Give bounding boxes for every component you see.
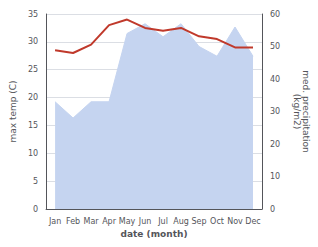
svg-text:25: 25 (28, 65, 38, 74)
svg-text:(kg/m2): (kg/m2) (292, 94, 302, 129)
svg-text:50: 50 (270, 42, 280, 51)
svg-text:0: 0 (33, 205, 38, 214)
svg-text:10: 10 (270, 172, 280, 181)
svg-text:max temp (C): max temp (C) (8, 80, 18, 142)
svg-text:60: 60 (270, 10, 280, 19)
svg-text:35: 35 (28, 10, 38, 19)
svg-text:Oct: Oct (210, 217, 224, 226)
svg-text:Feb: Feb (66, 217, 80, 226)
svg-text:Jun: Jun (138, 217, 152, 226)
svg-text:Jul: Jul (157, 217, 168, 226)
svg-text:40: 40 (270, 75, 280, 84)
svg-text:Mar: Mar (84, 217, 100, 226)
svg-text:May: May (119, 217, 136, 226)
svg-text:Apr: Apr (102, 217, 117, 226)
svg-text:Jan: Jan (48, 217, 61, 226)
svg-text:Dec: Dec (245, 217, 260, 226)
svg-text:30: 30 (28, 37, 38, 46)
svg-text:15: 15 (28, 121, 38, 130)
svg-text:Sep: Sep (191, 217, 206, 226)
svg-text:Nov: Nov (227, 217, 243, 226)
svg-text:date (month): date (month) (121, 229, 188, 239)
svg-text:10: 10 (28, 149, 38, 158)
svg-text:5: 5 (33, 177, 38, 186)
svg-text:20: 20 (28, 93, 38, 102)
svg-text:20: 20 (270, 140, 280, 149)
svg-text:med. precipitation: med. precipitation (300, 70, 311, 153)
svg-text:Aug: Aug (173, 217, 189, 226)
svg-text:30: 30 (270, 107, 280, 116)
svg-text:0: 0 (270, 205, 275, 214)
